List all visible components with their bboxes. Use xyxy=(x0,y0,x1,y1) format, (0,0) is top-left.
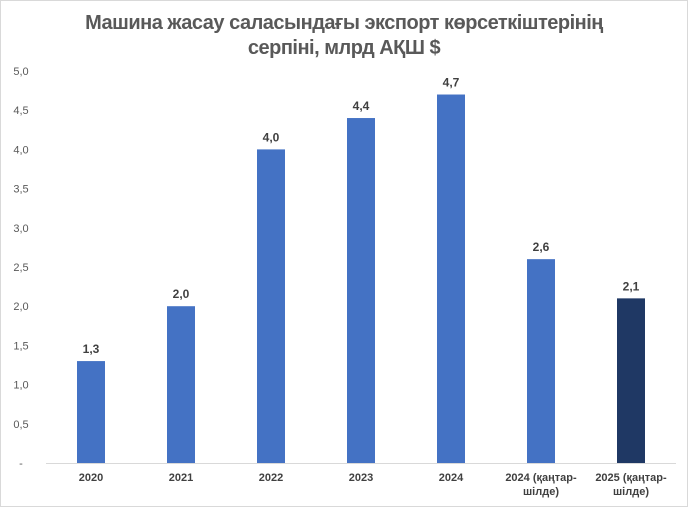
x-tick-label: шілде) xyxy=(523,486,559,498)
y-tick-label: 3,5 xyxy=(13,184,28,196)
bar xyxy=(347,118,375,463)
bar xyxy=(257,149,285,463)
y-tick-label: 4,5 xyxy=(13,105,28,117)
title-line-1: Машина жасау саласындағы экспорт көрсетк… xyxy=(85,12,603,34)
y-tick-label: - xyxy=(19,458,23,470)
x-tick-label: 2020 xyxy=(79,472,103,484)
chart-title: Машина жасау саласындағы экспорт көрсетк… xyxy=(1,11,687,61)
data-label: 4,0 xyxy=(263,130,280,144)
x-tick-label: 2023 xyxy=(349,472,373,484)
bar xyxy=(437,94,465,464)
title-line-2: серпіні, млрд АҚШ $ xyxy=(247,37,441,59)
data-label: 2,6 xyxy=(533,240,550,254)
data-label: 2,1 xyxy=(623,279,640,293)
data-label: 4,7 xyxy=(443,76,460,90)
bar xyxy=(77,361,105,463)
x-tick-label: 2024 xyxy=(439,472,464,484)
y-tick-label: 3,0 xyxy=(13,223,28,235)
bar xyxy=(527,259,555,463)
data-label: 4,4 xyxy=(353,99,370,113)
data-label: 2,0 xyxy=(173,287,190,301)
y-tick-label: 1,5 xyxy=(13,340,28,352)
x-tick-label: 2025 (қаңтар- xyxy=(595,472,667,484)
bar xyxy=(167,306,195,463)
x-tick-label: шілде) xyxy=(613,486,649,498)
y-tick-label: 2,0 xyxy=(13,301,28,313)
y-tick-label: 0,5 xyxy=(13,419,28,431)
y-tick-label: 5,0 xyxy=(13,66,28,78)
y-tick-label: 4,0 xyxy=(13,144,28,156)
x-tick-label: 2022 xyxy=(259,472,283,484)
x-tick-label: 2024 (қаңтар- xyxy=(505,472,577,484)
x-tick-label: 2021 xyxy=(169,472,193,484)
data-label: 1,3 xyxy=(83,342,100,356)
bar xyxy=(617,298,645,463)
y-tick-label: 1,0 xyxy=(13,380,28,392)
y-tick-label: 2,5 xyxy=(13,262,28,274)
